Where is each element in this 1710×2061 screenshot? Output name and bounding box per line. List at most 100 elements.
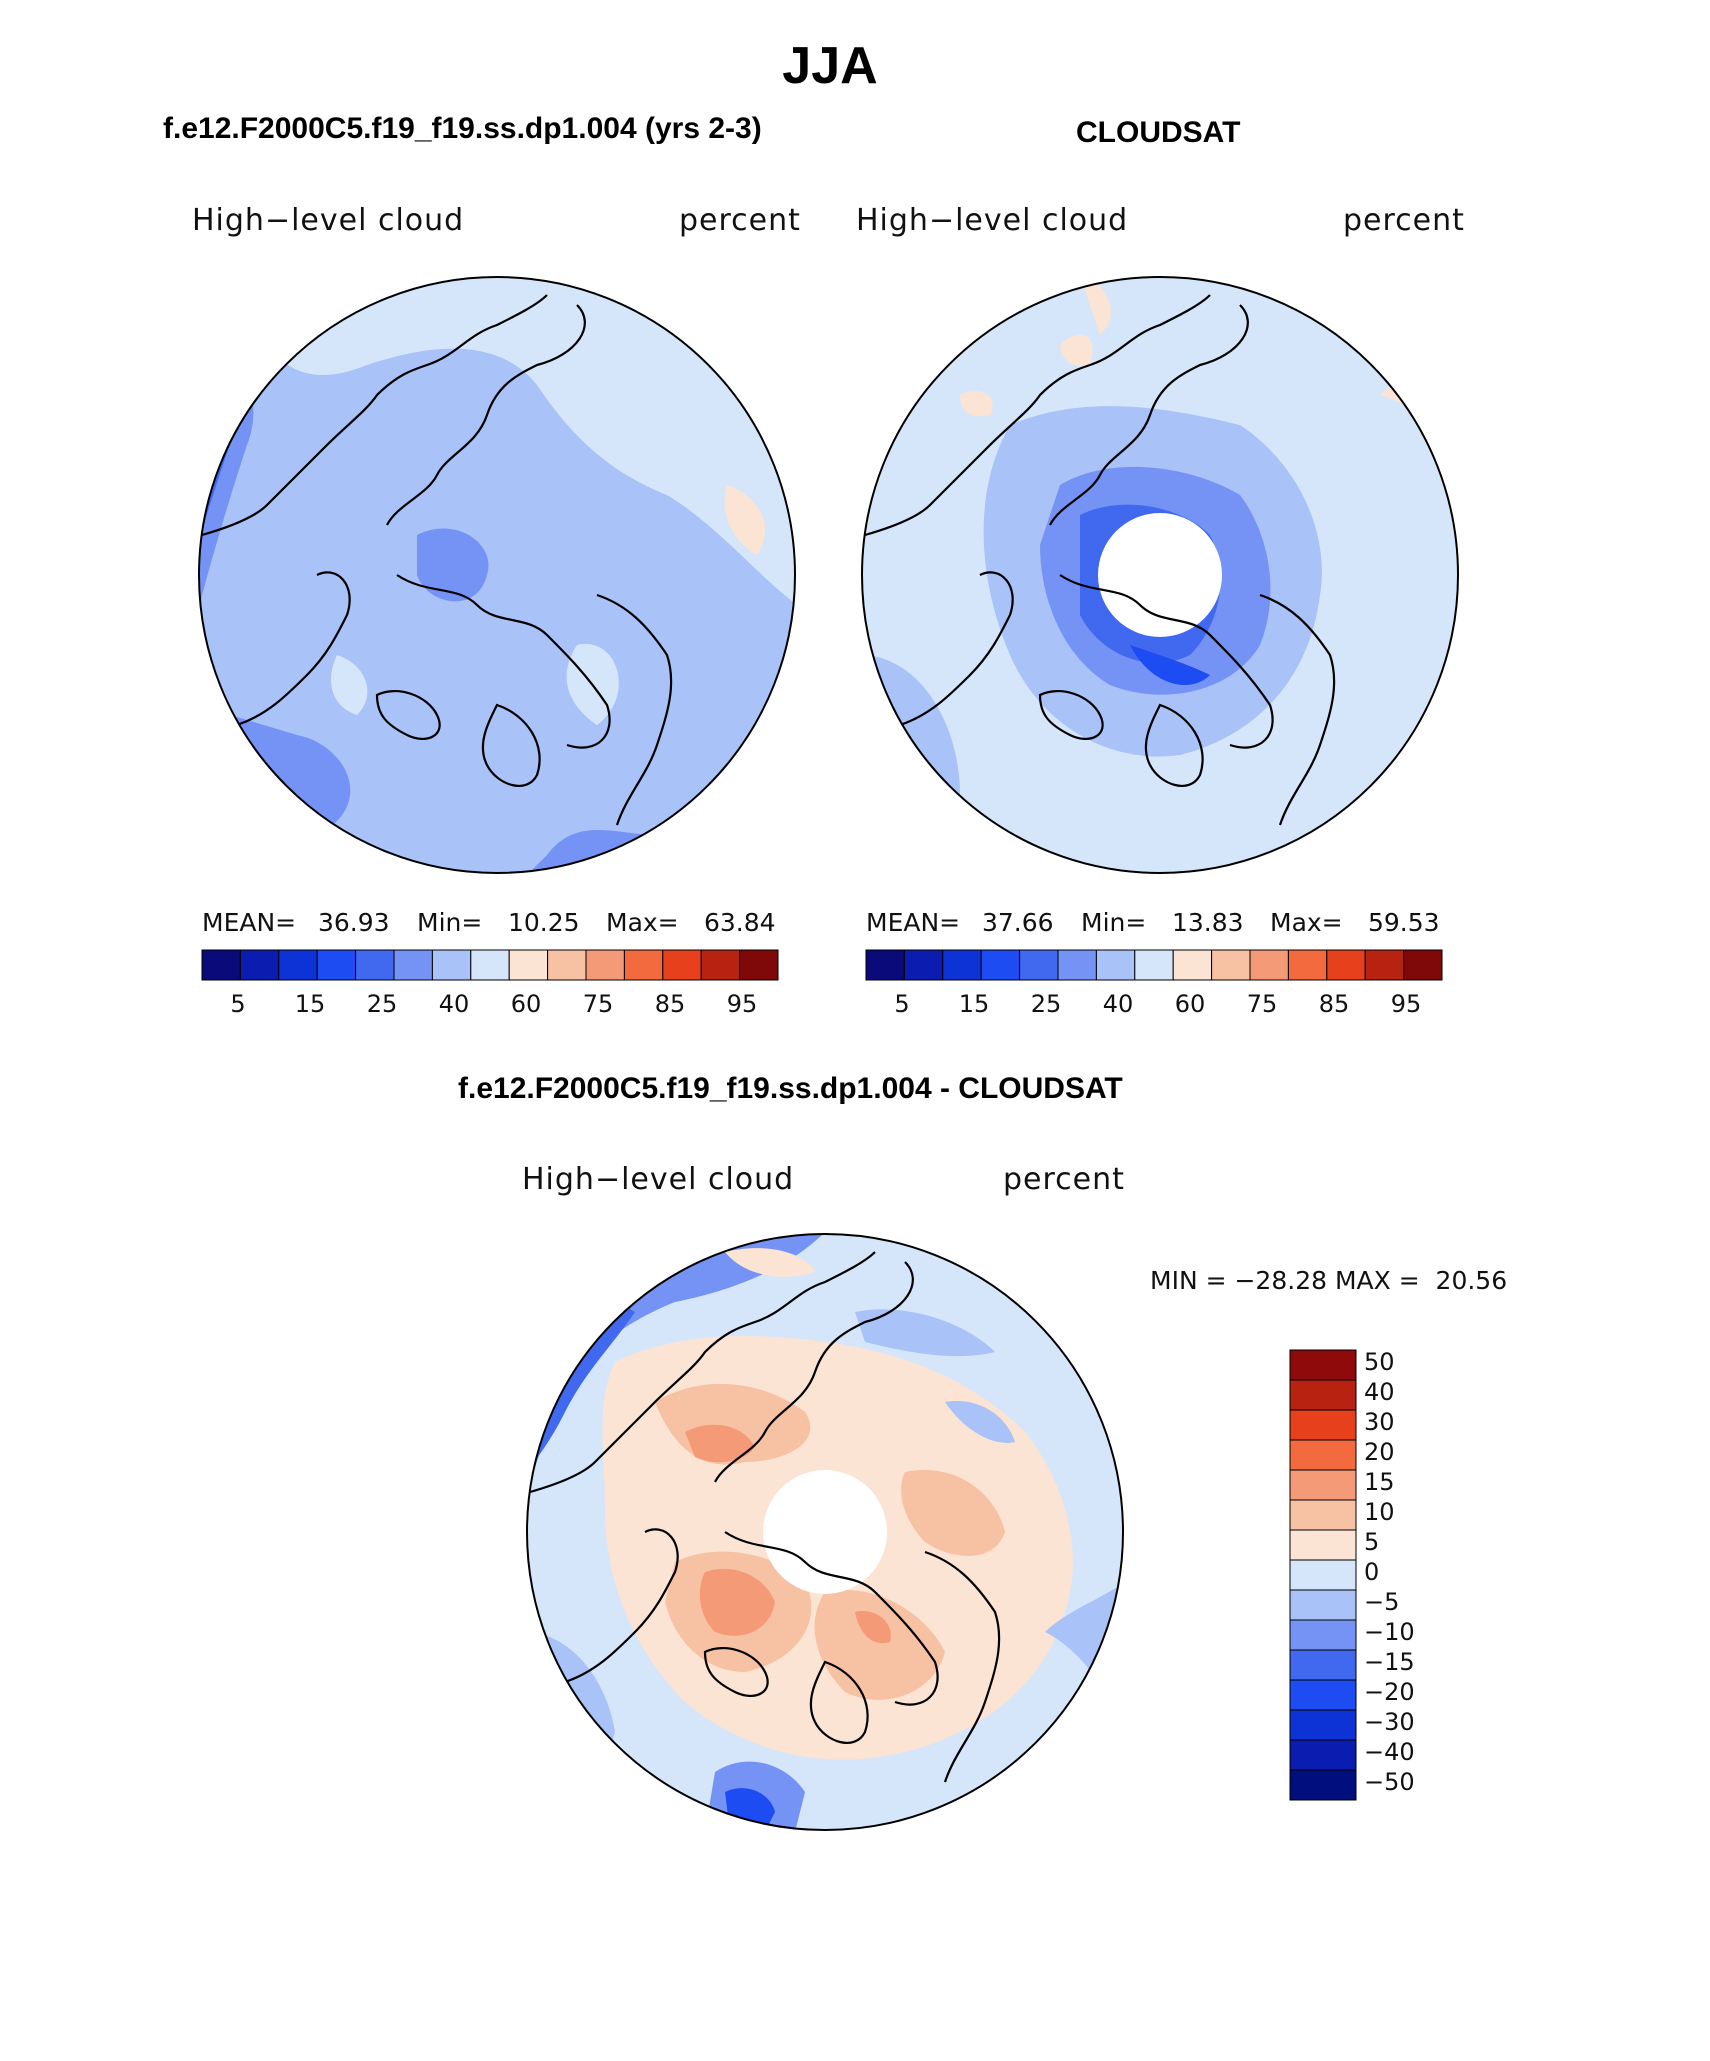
colorbar-tick-label: 85 [654,990,686,1018]
model-colorbar [201,949,779,981]
colorbar-swatch [1289,1439,1357,1471]
colorbar-swatch [508,949,549,981]
colorbar-swatch [1289,1409,1357,1441]
colorbar-swatch [1289,1679,1357,1711]
colorbar-swatch [239,949,280,981]
colorbar-swatch [1289,1709,1357,1741]
colorbar-swatch [1289,1529,1357,1561]
colorbar-swatch [1289,1769,1357,1801]
colorbar-swatch [1289,1619,1357,1651]
colorbar-tick-label: 25 [1030,990,1062,1018]
obs-mean-label: MEAN= [866,908,961,937]
colorbar-swatch [1289,1649,1357,1681]
colorbar-tick-label: 75 [1246,990,1278,1018]
colorbar-swatch [700,949,741,981]
colorbar-swatch [1289,1379,1357,1411]
colorbar-tick-label: 40 [1364,1378,1395,1406]
colorbar-swatch [1095,949,1136,981]
colorbar-swatch [623,949,664,981]
obs-mean-value: 37.66 [982,908,1054,937]
colorbar-tick-label: 20 [1364,1438,1395,1466]
colorbar-swatch [201,949,241,981]
model-mean-value: 36.93 [318,908,390,937]
model-max-label: Max= [606,908,679,937]
obs-max-value: 59.53 [1368,908,1440,937]
colorbar-swatch [1326,949,1366,981]
colorbar-tick-label: 15 [1364,1468,1395,1496]
colorbar-tick-label: −15 [1364,1648,1415,1676]
model-min-value: 10.25 [508,908,580,937]
colorbar-tick-label: 85 [1318,990,1350,1018]
colorbar-swatch [547,949,587,981]
colorbar-swatch [1211,949,1251,981]
colorbar-tick-label: 40 [438,990,470,1018]
colorbar-tick-label: 5 [1364,1528,1380,1556]
diff-polar-map [526,1233,1124,1831]
colorbar-swatch [1134,949,1174,981]
obs-polar-map [861,276,1459,874]
colorbar-swatch [355,949,395,981]
colorbar-swatch [1057,949,1097,981]
colorbar-tick-label: 75 [582,990,614,1018]
colorbar-swatch [739,949,779,981]
colorbar-tick-label: 5 [894,990,910,1018]
diff-colorbar-labels: −50 −40 −30 −20 −15 −10 −5 0 5 10 15 20 30 40 50 [1364,1348,1464,1800]
diff-units-label: percent [1003,1162,1125,1197]
obs-units-label: percent [1343,203,1465,238]
colorbar-swatch [470,949,510,981]
colorbar-tick-label: 40 [1102,990,1134,1018]
diff-minmax: MIN = −28.28 MAX = 20.56 [1150,1266,1508,1295]
colorbar-swatch [1289,1559,1357,1591]
colorbar-swatch [1289,1589,1357,1621]
colorbar-swatch [278,949,318,981]
model-min-label: Min= [417,908,483,937]
colorbar-tick-label: 5 [230,990,246,1018]
colorbar-tick-label: −5 [1364,1588,1400,1616]
colorbar-tick-label: −10 [1364,1618,1415,1646]
model-colorbar-labels: 5 15 25 40 60 75 85 95 [202,990,778,1020]
diff-colorbar [1289,1349,1357,1801]
diff-variable-label: High−level cloud [522,1162,795,1197]
colorbar-swatch [1287,949,1328,981]
model-variable-label: High−level cloud [192,203,465,238]
colorbar-swatch [1249,949,1289,981]
model-max-value: 63.84 [704,908,776,937]
figure-title: JJA [782,37,878,95]
colorbar-swatch [865,949,905,981]
colorbar-swatch [942,949,982,981]
colorbar-tick-label: 30 [1364,1408,1395,1436]
colorbar-tick-label: 50 [1364,1348,1395,1376]
obs-colorbar [865,949,1443,981]
colorbar-swatch [1403,949,1443,981]
colorbar-tick-label: 95 [726,990,758,1018]
colorbar-swatch [980,949,1021,981]
colorbar-tick-label: 10 [1364,1498,1395,1526]
obs-variable-label: High−level cloud [856,203,1129,238]
colorbar-tick-label: −20 [1364,1678,1415,1706]
colorbar-swatch [1289,1469,1357,1501]
model-polar-map [198,276,796,874]
colorbar-tick-label: 60 [510,990,542,1018]
colorbar-swatch [1289,1349,1357,1381]
colorbar-swatch [1019,949,1059,981]
obs-panel-header: CLOUDSAT [1076,116,1241,149]
model-mean-label: MEAN= [202,908,297,937]
model-units-label: percent [679,203,801,238]
obs-colorbar-labels: 5 15 25 40 60 75 85 95 [866,990,1442,1020]
colorbar-swatch [393,949,433,981]
colorbar-tick-label: −40 [1364,1738,1415,1766]
colorbar-swatch [431,949,472,981]
obs-min-label: Min= [1081,908,1147,937]
colorbar-tick-label: 25 [366,990,398,1018]
obs-min-value: 13.83 [1172,908,1244,937]
diff-panel-header: f.e12.F2000C5.f19_f19.ss.dp1.004 - CLOUD… [458,1072,1123,1105]
colorbar-swatch [1289,1499,1357,1531]
colorbar-tick-label: 95 [1390,990,1422,1018]
colorbar-tick-label: 15 [958,990,990,1018]
colorbar-tick-label: 15 [294,990,326,1018]
colorbar-swatch [316,949,357,981]
colorbar-swatch [1172,949,1213,981]
colorbar-swatch [903,949,944,981]
colorbar-tick-label: 0 [1364,1558,1380,1586]
colorbar-tick-label: −30 [1364,1708,1415,1736]
